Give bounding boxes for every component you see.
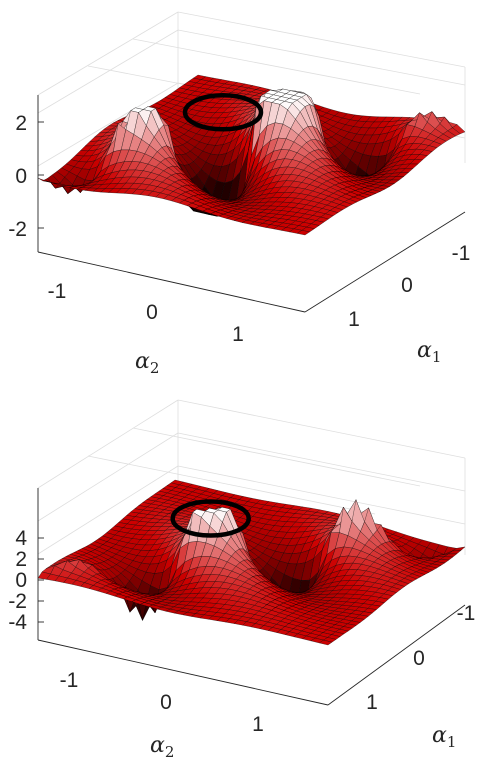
bottom-z-tick-label: 4 — [15, 527, 27, 550]
bottom-x-tick-label: -1 — [60, 669, 79, 692]
top-y-tick-label: 1 — [348, 308, 360, 331]
bottom-z-tick-label: 2 — [15, 548, 27, 571]
bottom-z-tick-label: -2 — [8, 590, 27, 613]
top-x-tick-label: 0 — [146, 301, 158, 324]
surface-plot-bottom: 4 2 0 -2 -4 -1 0 1 α2 -1 0 1 α1 — [8, 399, 476, 761]
bottom-y-axis: -1 0 1 α1 — [327, 602, 476, 751]
bottom-surface-cell — [319, 639, 333, 646]
top-y-tick-label: -1 — [452, 242, 471, 265]
bottom-contour-circle — [170, 499, 251, 538]
top-x-tick-label: 1 — [232, 323, 244, 346]
bottom-y-tick-label: 1 — [366, 691, 378, 714]
top-y-axis: -1 0 1 α1 — [304, 211, 471, 366]
top-x-tick-label: -1 — [48, 280, 67, 303]
bottom-surface — [37, 479, 466, 646]
bottom-y-tick-label: 0 — [413, 647, 425, 670]
bottom-x-axis: -1 0 1 α2 — [37, 639, 329, 761]
bottom-z-tick-label: 0 — [15, 569, 27, 592]
bottom-surface-cell — [129, 600, 143, 621]
top-surface — [37, 74, 466, 236]
bottom-z-tick-label: -4 — [8, 611, 27, 634]
top-y-axis-label: α1 — [417, 338, 441, 366]
top-contour-circle — [182, 93, 264, 132]
top-z-tick-label: 0 — [15, 165, 27, 188]
top-z-tick-label: 2 — [15, 112, 27, 135]
top-x-axis-label: α2 — [135, 349, 159, 377]
surface-plot-top: 2 0 -2 -1 0 1 α2 -1 0 1 α1 — [8, 11, 471, 377]
top-x-axis: -1 0 1 α2 — [37, 251, 306, 377]
top-z-axis: 2 0 -2 — [8, 95, 44, 252]
bottom-x-tick-label: 1 — [252, 713, 264, 736]
top-y-tick-label: 0 — [401, 274, 413, 297]
bottom-y-tick-label: -1 — [457, 602, 476, 625]
top-z-tick-label: -2 — [8, 218, 27, 241]
bottom-z-axis: 4 2 0 -2 -4 — [8, 488, 44, 640]
top-surface-cell — [296, 230, 311, 236]
bottom-x-axis-label: α2 — [150, 733, 174, 761]
bottom-y-axis-label: α1 — [432, 723, 456, 751]
bottom-x-tick-label: 0 — [160, 691, 172, 714]
